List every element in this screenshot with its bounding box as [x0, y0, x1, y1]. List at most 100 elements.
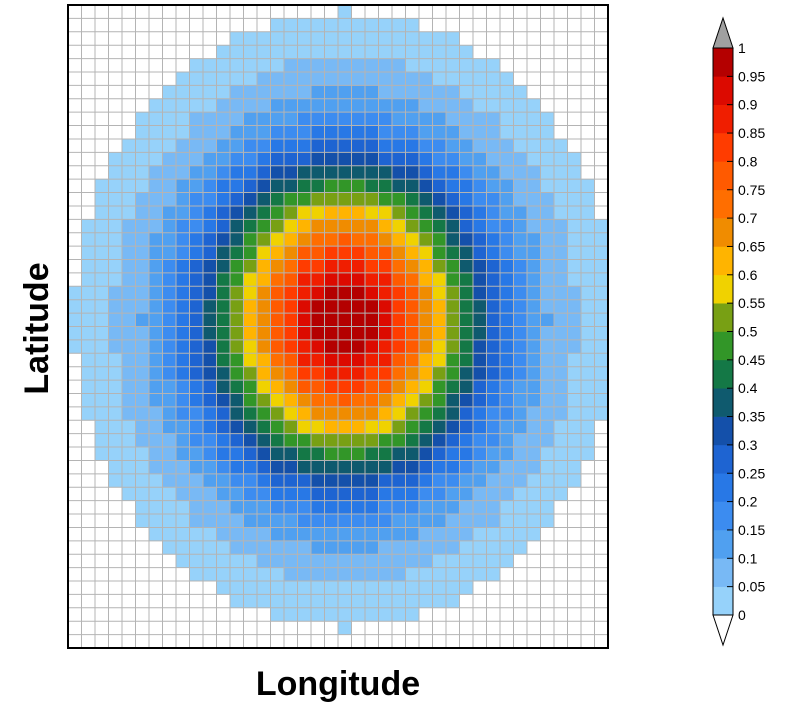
heat-cell: [459, 554, 474, 568]
heat-cell: [473, 165, 487, 180]
heat-cell: [500, 286, 514, 301]
heat-cell: [230, 567, 244, 582]
heat-cell: [311, 179, 325, 193]
heat-cell: [270, 125, 285, 140]
heat-cell: [405, 527, 420, 542]
heat-cell: [527, 259, 541, 274]
heat-cell: [513, 353, 528, 367]
heat-cell: [297, 45, 312, 59]
heat-cell: [486, 232, 501, 247]
heat-cell: [500, 179, 514, 193]
heat-cell: [203, 313, 217, 327]
heat-cell: [297, 581, 312, 595]
heat-cell: [243, 500, 258, 515]
heat-cell: [419, 393, 433, 408]
heat-cell: [230, 313, 244, 327]
heat-cell: [108, 259, 123, 274]
heat-cell: [95, 353, 109, 367]
heat-cell: [216, 514, 231, 528]
heat-cell: [243, 232, 258, 247]
heat-cell: [135, 406, 150, 421]
heat-cell: [216, 339, 231, 354]
heat-cell: [257, 514, 271, 528]
heat-cell: [81, 232, 96, 247]
heat-cell: [270, 45, 285, 59]
heat-cell: [243, 246, 258, 260]
heat-cell: [513, 540, 528, 555]
heat-cell: [243, 567, 258, 582]
heat-cell: [446, 98, 460, 113]
heat-cell: [419, 313, 433, 327]
heat-cell: [527, 219, 541, 234]
heat-cell: [149, 460, 163, 475]
heat-cell: [351, 125, 366, 140]
heat-cell: [216, 567, 231, 582]
heat-cell: [324, 232, 339, 247]
heat-cell: [230, 581, 244, 595]
heat-cell: [297, 447, 312, 461]
heat-cell: [540, 487, 555, 501]
heat-cell: [81, 380, 96, 394]
heat-cell: [351, 246, 366, 260]
heat-cell: [338, 581, 352, 595]
heat-cell: [540, 473, 555, 488]
heat-cell: [257, 138, 271, 153]
heat-cell: [378, 205, 393, 220]
heat-cell: [473, 272, 487, 287]
heat-cell: [432, 460, 447, 475]
colorbar-tick-label: 0.25: [738, 465, 765, 481]
heat-cell: [81, 353, 96, 367]
heat-cell: [81, 339, 96, 354]
heat-cell: [324, 527, 339, 542]
colorbar-band: [713, 218, 733, 247]
heat-cell: [419, 447, 433, 461]
heat-cell: [486, 406, 501, 421]
heat-cell: [284, 447, 298, 461]
heat-cell: [257, 487, 271, 501]
heat-cell: [594, 326, 609, 341]
heat-cell: [108, 460, 123, 475]
heat-cell: [446, 299, 460, 314]
heat-cell: [108, 447, 123, 461]
heat-cell: [311, 339, 325, 354]
heat-cell: [257, 152, 271, 167]
heat-cell: [122, 232, 136, 247]
heat-cell: [513, 125, 528, 140]
heat-cell: [405, 500, 420, 515]
heat-cell: [392, 192, 406, 207]
heat-cell: [459, 447, 474, 461]
heat-cell: [527, 286, 541, 301]
heat-cell: [419, 527, 433, 542]
heat-cell: [405, 205, 420, 220]
heat-cell: [243, 540, 258, 555]
heat-cell: [378, 581, 393, 595]
heat-cell: [257, 219, 271, 234]
heat-cell: [176, 366, 190, 381]
heat-cell: [419, 554, 433, 568]
heat-cell: [365, 473, 379, 488]
heat-cell: [257, 165, 271, 180]
heat-cell: [392, 433, 406, 448]
heat-cell: [392, 339, 406, 354]
heat-cell: [513, 527, 528, 542]
heat-cell: [365, 259, 379, 274]
heat-cell: [351, 527, 366, 542]
heat-cell: [378, 98, 393, 113]
heat-cell: [81, 259, 96, 274]
heat-cell: [270, 58, 285, 73]
heat-cell: [176, 138, 190, 153]
heat-cell: [230, 272, 244, 287]
heat-cell: [419, 594, 433, 609]
heat-cell: [189, 71, 204, 86]
heat-cell: [203, 473, 217, 488]
heat-cell: [203, 179, 217, 193]
heat-cell: [284, 313, 298, 327]
heat-cell: [365, 179, 379, 193]
heat-cell: [594, 246, 609, 260]
heat-cell: [351, 554, 366, 568]
heat-cell: [405, 45, 420, 59]
heat-cell: [527, 179, 541, 193]
heat-cell: [311, 433, 325, 448]
heat-cell: [513, 219, 528, 234]
heat-cell: [176, 380, 190, 394]
